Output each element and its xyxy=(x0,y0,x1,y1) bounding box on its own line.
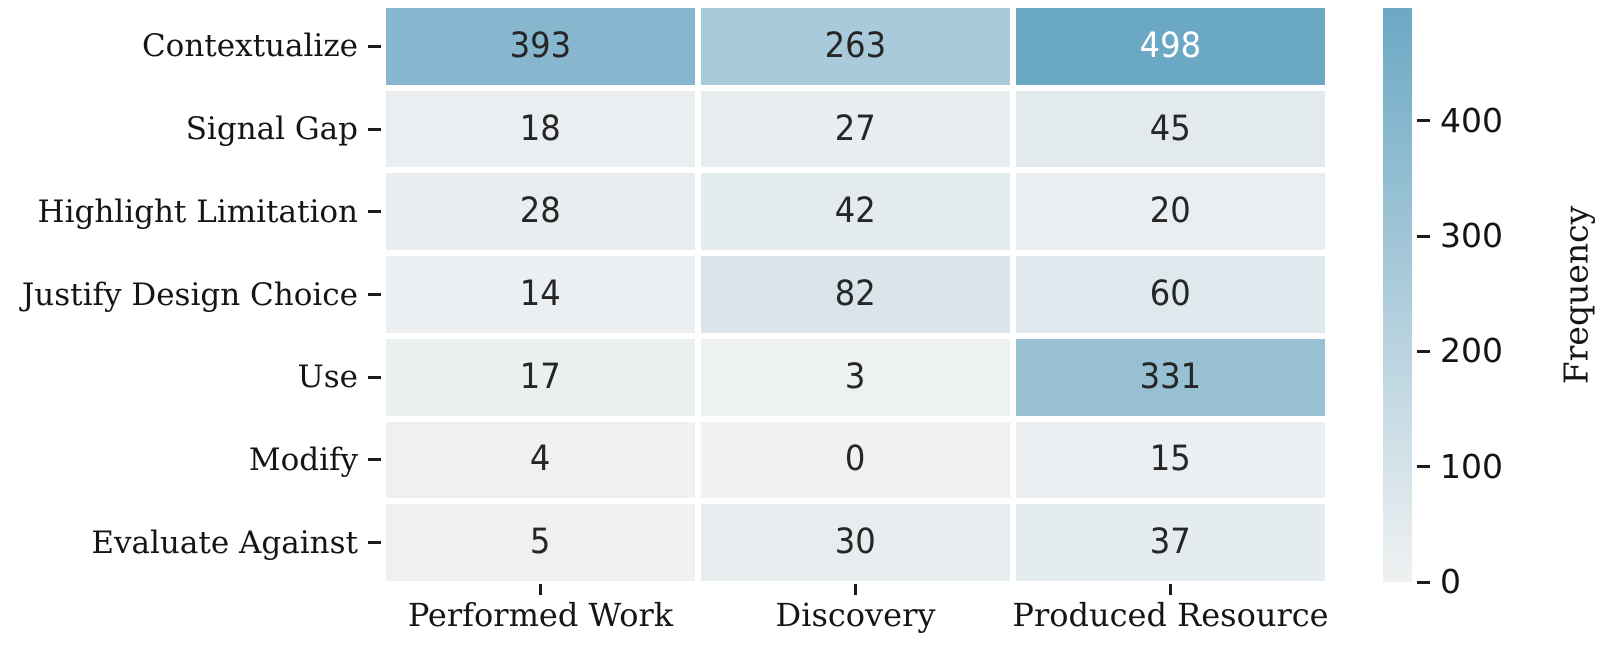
heatmap-cell: 17 xyxy=(386,338,695,416)
colorbar-tick xyxy=(1417,465,1430,469)
y-tick xyxy=(368,44,381,48)
heatmap-cell: 4 xyxy=(386,421,695,499)
heatmap-grid: 393 263 498 18 27 45 28 42 20 14 82 60 17 3 331 4 0 15 5 30… xyxy=(386,8,1325,581)
row-label: Highlight Limitation xyxy=(37,193,358,230)
colorbar-gradient xyxy=(1383,8,1412,582)
heatmap-cell: 37 xyxy=(1016,504,1325,581)
heatmap-cell: 27 xyxy=(701,90,1010,168)
heatmap-cell: 393 xyxy=(386,8,695,85)
heatmap-cell: 18 xyxy=(386,90,695,168)
cell-value: 18 xyxy=(520,108,561,149)
cell-value: 0 xyxy=(845,439,866,480)
colorbar-tick-label: 200 xyxy=(1440,331,1503,371)
heatmap-cell: 28 xyxy=(386,173,695,251)
cell-value: 331 xyxy=(1139,356,1202,397)
x-tick xyxy=(539,584,542,595)
x-tick xyxy=(1169,584,1172,595)
cell-value: 15 xyxy=(1150,439,1191,480)
cell-value: 393 xyxy=(509,25,572,66)
heatmap-cell: 20 xyxy=(1016,173,1325,251)
colorbar-label: Frequency xyxy=(1556,205,1596,385)
y-tick xyxy=(368,458,381,462)
heatmap-cell: 263 xyxy=(701,8,1010,85)
heatmap-cell: 331 xyxy=(1016,338,1325,416)
y-tick xyxy=(368,293,381,296)
heatmap-cell: 30 xyxy=(701,504,1010,581)
cell-value: 17 xyxy=(520,356,561,397)
cell-value: 37 xyxy=(1150,522,1191,563)
colorbar-tick-label: 100 xyxy=(1440,446,1503,486)
column-label: Performed Work xyxy=(407,596,674,634)
heatmap-cell: 45 xyxy=(1016,90,1325,168)
row-label: Use xyxy=(297,359,358,396)
colorbar-tick-label: 0 xyxy=(1440,562,1461,601)
row-label: Evaluate Against xyxy=(91,524,358,561)
cell-value: 42 xyxy=(835,191,876,232)
row-label: Justify Design Choice xyxy=(21,276,358,313)
cell-value: 27 xyxy=(835,108,876,149)
heatmap-cell: 60 xyxy=(1016,256,1325,333)
y-tick xyxy=(368,375,381,379)
heatmap-cell: 498 xyxy=(1016,8,1325,85)
heatmap-cell: 14 xyxy=(386,256,695,333)
column-label: Produced Resource xyxy=(1012,596,1329,634)
cell-value: 498 xyxy=(1139,25,1202,66)
cell-value: 28 xyxy=(520,191,561,232)
heatmap-cell: 0 xyxy=(701,421,1010,499)
cell-value: 3 xyxy=(845,356,866,397)
cell-value: 20 xyxy=(1150,191,1191,232)
cell-value: 45 xyxy=(1150,108,1191,149)
colorbar-tick xyxy=(1417,234,1430,238)
row-label: Contextualize xyxy=(141,28,358,65)
y-tick xyxy=(368,210,381,214)
heatmap-cell: 82 xyxy=(701,256,1010,333)
heatmap-cell: 42 xyxy=(701,173,1010,251)
colorbar-tick xyxy=(1417,580,1430,584)
heatmap-cell: 3 xyxy=(701,338,1010,416)
cell-value: 30 xyxy=(835,522,876,563)
cell-value: 14 xyxy=(520,273,561,314)
row-label: Signal Gap xyxy=(185,111,358,148)
cell-value: 263 xyxy=(824,25,887,66)
y-tick xyxy=(368,541,381,545)
heatmap-cell: 15 xyxy=(1016,421,1325,499)
x-tick xyxy=(854,584,857,595)
cell-value: 4 xyxy=(530,439,551,480)
column-label: Discovery xyxy=(775,596,936,634)
colorbar-tick xyxy=(1417,349,1430,353)
cell-value: 82 xyxy=(835,273,876,314)
cell-value: 5 xyxy=(530,522,551,563)
cell-value: 60 xyxy=(1150,273,1191,314)
colorbar-tick-label: 400 xyxy=(1440,100,1503,140)
colorbar-tick xyxy=(1417,119,1430,123)
colorbar-tick-label: 300 xyxy=(1440,216,1503,256)
heatmap-cell: 5 xyxy=(386,504,695,581)
y-tick xyxy=(368,127,381,131)
row-label: Modify xyxy=(248,441,358,478)
